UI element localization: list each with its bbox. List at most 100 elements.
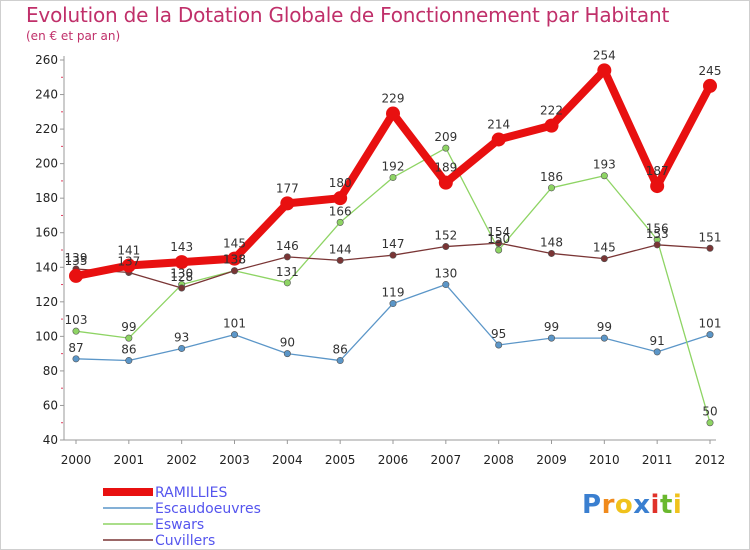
data-label-eswars: 209 — [434, 130, 457, 144]
y-tick-label: 160 — [35, 226, 58, 240]
x-tick-label: 2007 — [431, 453, 462, 467]
data-label-escaudoeuvres: 90 — [280, 336, 295, 350]
data-point-escaudoeuvres — [389, 300, 397, 308]
data-point-cuvillers — [336, 256, 344, 264]
x-tick-label: 2001 — [114, 453, 145, 467]
y-tick-label: 80 — [43, 364, 58, 378]
data-point-escaudoeuvres — [547, 334, 555, 342]
x-tick-label: 2009 — [536, 453, 567, 467]
data-label-eswars: 138 — [223, 253, 246, 267]
series-layer — [69, 63, 717, 427]
data-point-ramillies — [121, 258, 136, 273]
data-label-cuvillers: 128 — [170, 270, 193, 284]
data-point-ramillies — [650, 179, 665, 194]
data-point-cuvillers — [706, 244, 714, 252]
data-label-cuvillers: 151 — [699, 230, 722, 244]
data-point-cuvillers — [653, 241, 661, 249]
data-label-escaudoeuvres: 101 — [223, 317, 246, 331]
data-labels: 87 86 93 101 90 86 119 130 95 99 99 91 101 103 99 130 13… — [65, 48, 722, 418]
data-label-eswars: 103 — [65, 313, 88, 327]
data-point-escaudoeuvres — [442, 281, 450, 289]
data-label-ramillies: 143 — [170, 240, 193, 254]
x-tick-label: 2011 — [642, 453, 673, 467]
data-point-eswars — [600, 172, 608, 180]
x-tick-label: 2012 — [695, 453, 726, 467]
data-point-escaudoeuvres — [600, 334, 608, 342]
data-point-eswars — [706, 419, 714, 427]
data-label-cuvillers: 147 — [382, 237, 405, 251]
data-label-ramillies: 141 — [117, 244, 140, 258]
y-tick-label: 200 — [35, 157, 58, 171]
x-tick-label: 2003 — [219, 453, 250, 467]
data-label-cuvillers: 138 — [223, 253, 246, 267]
data-label-cuvillers: 139 — [65, 251, 88, 265]
proxiti-logo: Proxiti — [582, 490, 682, 520]
data-point-escaudoeuvres — [495, 341, 503, 349]
data-label-eswars: 50 — [702, 405, 717, 419]
data-label-cuvillers: 154 — [487, 225, 510, 239]
data-label-ramillies: 214 — [487, 117, 510, 131]
data-label-ramillies: 254 — [593, 48, 616, 62]
data-point-cuvillers — [283, 253, 291, 261]
data-label-escaudoeuvres: 101 — [699, 317, 722, 331]
data-label-eswars: 131 — [276, 265, 299, 279]
data-point-escaudoeuvres — [283, 350, 291, 358]
data-label-ramillies: 229 — [382, 92, 405, 106]
data-point-ramillies — [597, 63, 612, 78]
data-label-cuvillers: 144 — [329, 242, 352, 256]
data-point-eswars — [547, 184, 555, 192]
data-point-eswars — [495, 246, 503, 254]
data-point-ramillies — [333, 191, 348, 206]
data-label-cuvillers: 148 — [540, 235, 563, 249]
x-tick-label: 2002 — [166, 453, 197, 467]
y-tick-label: 220 — [35, 122, 58, 136]
data-label-eswars: 130 — [170, 267, 193, 281]
data-point-ramillies — [280, 196, 295, 211]
data-point-escaudoeuvres — [336, 357, 344, 365]
data-label-escaudoeuvres: 95 — [491, 327, 506, 341]
logo-letter: x — [633, 490, 651, 520]
data-label-cuvillers: 145 — [593, 241, 616, 255]
data-label-ramillies: 189 — [434, 161, 457, 175]
data-label-ramillies: 135 — [65, 254, 88, 268]
data-point-ramillies — [174, 255, 189, 270]
data-label-escaudoeuvres: 99 — [544, 320, 559, 334]
data-label-eswars: 166 — [329, 204, 352, 218]
data-label-escaudoeuvres: 119 — [382, 286, 405, 300]
data-point-ramillies — [438, 175, 453, 190]
data-point-cuvillers — [495, 239, 503, 247]
data-point-escaudoeuvres — [706, 331, 714, 339]
data-label-ramillies: 145 — [223, 237, 246, 251]
x-tick-label: 2010 — [589, 453, 620, 467]
data-point-cuvillers — [389, 251, 397, 259]
data-label-cuvillers: 153 — [646, 227, 669, 241]
data-point-escaudoeuvres — [125, 357, 133, 365]
data-point-escaudoeuvres — [231, 331, 239, 339]
data-point-cuvillers — [231, 267, 239, 275]
data-label-eswars: 193 — [593, 158, 616, 172]
data-point-ramillies — [386, 106, 400, 121]
x-tick-label: 2005 — [325, 453, 356, 467]
y-tick-label: 180 — [35, 191, 58, 205]
data-label-ramillies: 222 — [540, 104, 563, 118]
data-label-ramillies: 245 — [699, 64, 722, 78]
y-tick-label: 140 — [35, 260, 58, 274]
data-label-ramillies: 177 — [276, 181, 299, 195]
data-label-ramillies: 180 — [329, 176, 352, 190]
x-tick-label: 2008 — [483, 453, 514, 467]
x-tick-label: 2000 — [61, 453, 92, 467]
logo-letter: i — [672, 490, 683, 520]
data-point-eswars — [72, 327, 80, 335]
data-point-eswars — [283, 279, 291, 287]
data-point-eswars — [442, 144, 450, 152]
data-point-ramillies — [227, 251, 242, 266]
data-point-cuvillers — [547, 249, 555, 257]
data-point-ramillies — [69, 268, 83, 283]
data-label-eswars: 156 — [646, 222, 669, 236]
data-label-escaudoeuvres: 86 — [333, 343, 348, 357]
legend-label-eswars: Eswars — [155, 517, 204, 533]
logo-letter: P — [582, 490, 602, 520]
legend-label-ramillies: RAMILLIES — [155, 485, 228, 501]
